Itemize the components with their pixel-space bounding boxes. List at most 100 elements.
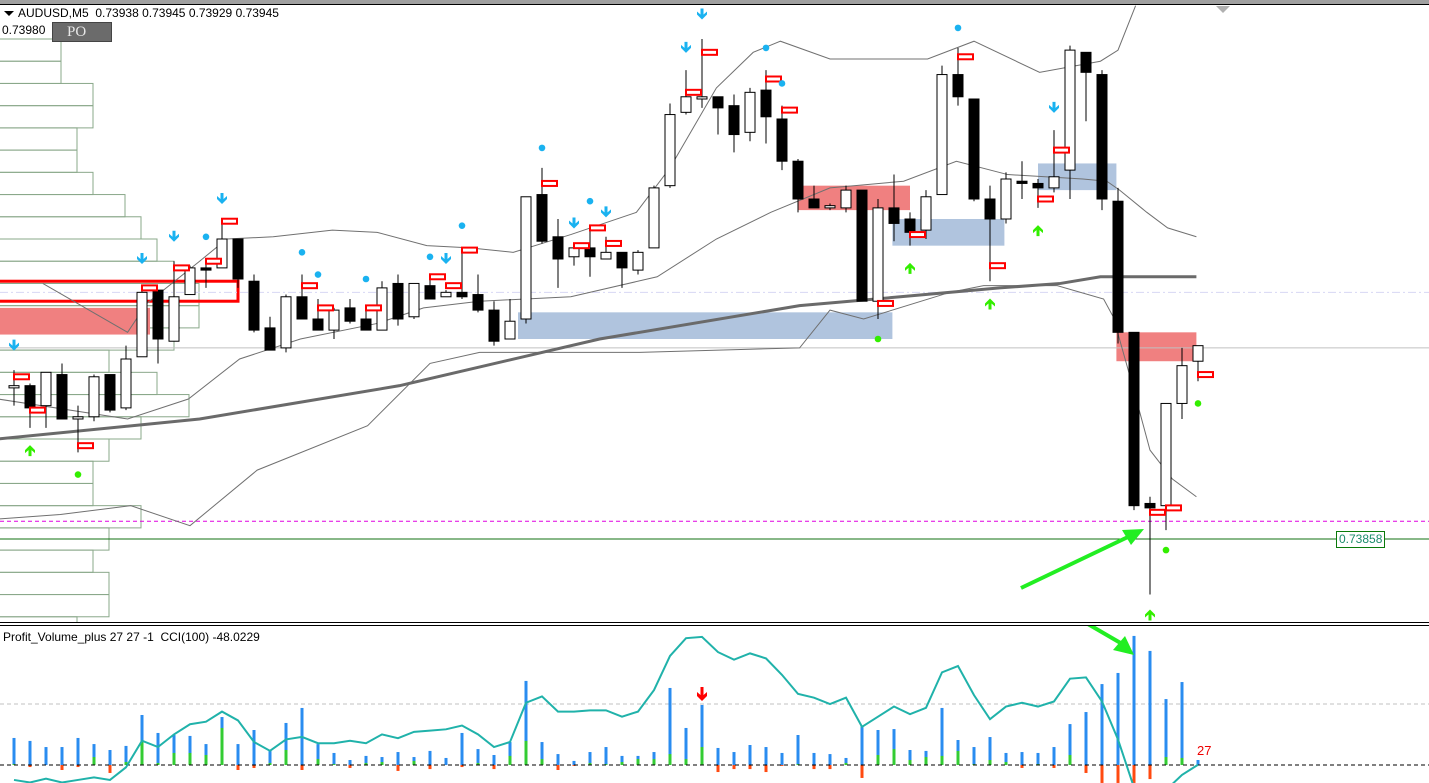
- volume-bar: [748, 745, 752, 765]
- candle-body: [952, 74, 964, 98]
- candle: [744, 87, 756, 142]
- candle-body: [872, 207, 884, 302]
- buy-volume-bar: [524, 740, 528, 765]
- sell-volume-bar: [300, 765, 304, 770]
- candle-body: [632, 251, 644, 271]
- candle-body: [520, 196, 532, 320]
- volume-profile-row: [0, 238, 158, 262]
- red-marker: [685, 88, 702, 96]
- volume-bar: [44, 747, 48, 765]
- candle-body: [904, 218, 916, 233]
- volume-bar: [572, 760, 576, 765]
- buy-volume-bar: [940, 755, 944, 765]
- buy-volume-bar: [620, 762, 624, 765]
- candle: [392, 274, 404, 326]
- candle: [440, 290, 452, 298]
- candle-body: [856, 189, 868, 302]
- overlay-price-text: 0.73980: [2, 23, 46, 37]
- sell-volume-bar: [1100, 765, 1104, 783]
- buy-volume-bar: [652, 759, 656, 765]
- candle-body: [696, 96, 708, 100]
- red-marker: [1053, 146, 1070, 154]
- indicator-subwindow[interactable]: Profit_Volume_plus 27 27 -1 CCI(100) -48…: [0, 626, 1429, 783]
- chart-shift-triangle-icon[interactable]: [1216, 6, 1230, 13]
- down-dot: [458, 222, 466, 229]
- red-marker: [781, 106, 798, 114]
- candle: [456, 247, 468, 299]
- overlay-label-box[interactable]: PO: [52, 22, 112, 42]
- volume-bar: [716, 747, 720, 765]
- sell-volume-bar: [428, 765, 432, 770]
- candle-body: [744, 91, 756, 133]
- buy-volume-bar: [476, 762, 480, 765]
- volume-bar: [332, 752, 336, 765]
- candle: [168, 261, 180, 342]
- buy-volume-bar: [92, 757, 96, 765]
- buy-volume-bar: [316, 759, 320, 765]
- volume-bar: [252, 730, 256, 765]
- volume-bar: [540, 742, 544, 765]
- volume-bar: [364, 755, 368, 765]
- volume-profile-row: [0, 549, 94, 573]
- volume-bar: [284, 722, 288, 765]
- sell-volume-bar: [716, 765, 720, 773]
- candle-body: [552, 236, 564, 260]
- candle-body: [792, 160, 804, 200]
- red-marker: [541, 179, 558, 187]
- horizontal-lines: [0, 291, 1429, 540]
- candle-body: [56, 374, 68, 420]
- candle: [408, 282, 420, 319]
- candle-body: [392, 282, 404, 320]
- main-chart-panel[interactable]: [0, 5, 1429, 622]
- triangle-down-icon[interactable]: [4, 11, 14, 17]
- volume-bar: [1180, 682, 1184, 765]
- candle-body: [184, 267, 196, 296]
- annotation-arrow-lower[interactable]: [1081, 626, 1134, 655]
- volume-bar: [1148, 650, 1152, 765]
- volume-bar: [620, 755, 624, 765]
- buy-volume-bar: [876, 755, 880, 765]
- price-line-label[interactable]: 0.73858: [1336, 531, 1386, 548]
- volume-bar: [796, 735, 800, 765]
- volume-bar: [460, 732, 464, 765]
- sell-volume-bar: [236, 765, 240, 770]
- buy-volume-bar: [844, 762, 848, 765]
- buy-volume-bar: [188, 752, 192, 765]
- red-marker: [1165, 504, 1182, 512]
- sell-volume-bar: [460, 765, 464, 768]
- candle-body: [712, 96, 724, 109]
- candle-body: [200, 267, 212, 271]
- candle: [520, 196, 532, 324]
- candle-body: [1192, 345, 1204, 362]
- panel-separator[interactable]: [0, 622, 1429, 626]
- volume-bar: [828, 754, 832, 765]
- buy-volume-bar: [124, 762, 128, 765]
- volume-bar: [988, 737, 992, 765]
- annotation-arrow[interactable]: [1020, 529, 1144, 590]
- volume-bar: [60, 747, 64, 765]
- down-arrow-icon: [137, 253, 147, 264]
- candle-body: [312, 318, 324, 331]
- candle: [56, 363, 68, 420]
- sell-volume-bar: [860, 765, 864, 778]
- volume-bar: [1164, 699, 1168, 765]
- candle-body: [280, 296, 292, 349]
- red-marker: [877, 299, 894, 307]
- demand-zone: [518, 312, 893, 339]
- volume-bar: [28, 740, 32, 765]
- candle-body: [984, 198, 996, 220]
- candle-body: [1016, 180, 1028, 184]
- volume-bar: [652, 752, 656, 765]
- volume-profile-row: [0, 105, 94, 129]
- candle: [616, 251, 628, 288]
- red-marker: [77, 442, 94, 450]
- volume-profile-row: [0, 594, 110, 618]
- red-marker: [461, 246, 478, 254]
- volume-bar: [684, 727, 688, 765]
- buy-volume-bar: [636, 759, 640, 765]
- up-arrow-icon: [905, 262, 915, 274]
- price-chart[interactable]: [0, 5, 1429, 622]
- down-dot: [538, 144, 546, 152]
- volume-bar: [476, 749, 480, 765]
- down-dot: [314, 271, 322, 278]
